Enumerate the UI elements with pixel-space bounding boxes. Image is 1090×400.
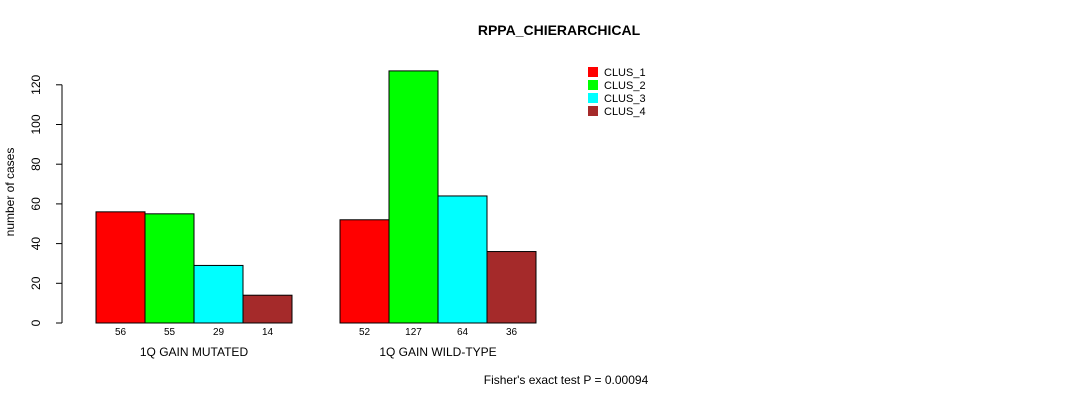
legend-swatch [588,106,598,116]
legend-label: CLUS_1 [604,67,646,79]
y-tick-label: 120 [29,74,43,94]
y-tick-label: 100 [29,114,43,134]
y-axis-label: number of cases [3,148,17,237]
bar [242,294,293,324]
bar-value-labels: 56 55 29 14 52 127 64 36 [115,327,518,338]
y-axis: 0 20 40 60 80 100 120 [29,74,63,326]
bar-value-label: 64 [457,327,469,338]
fisher-test-annotation: Fisher's exact test P = 0.00094 [484,373,649,387]
chart-title: RPPA_CHIERARCHICAL [478,22,641,38]
legend-label: CLUS_4 [604,106,646,118]
category-label: 1Q GAIN MUTATED [140,345,249,359]
bar-value-label: 55 [164,327,176,338]
y-tick-label: 60 [29,197,43,211]
bar [193,264,244,324]
bar [486,251,537,324]
bar [144,213,195,324]
legend-swatch [588,80,598,90]
legend-label: CLUS_3 [604,93,646,105]
bar [388,70,439,324]
y-tick-label: 40 [29,237,43,251]
legend-swatch [588,93,598,103]
bar-value-label: 127 [405,327,422,338]
bar-value-label: 52 [359,327,371,338]
bar-value-label: 36 [506,327,518,338]
category-label: 1Q GAIN WILD-TYPE [379,345,496,359]
y-tick-label: 80 [29,157,43,171]
bars [95,70,537,324]
legend-swatch [588,67,598,77]
y-tick-label: 20 [29,276,43,290]
bar [95,211,146,324]
y-tick-label: 0 [29,319,43,326]
bar-value-label: 29 [213,327,225,338]
legend-label: CLUS_2 [604,80,646,92]
bar-value-label: 56 [115,327,127,338]
category-labels: 1Q GAIN MUTATED 1Q GAIN WILD-TYPE [140,345,497,359]
bar-value-label: 14 [262,327,274,338]
bar [437,195,488,324]
bar [339,219,390,324]
